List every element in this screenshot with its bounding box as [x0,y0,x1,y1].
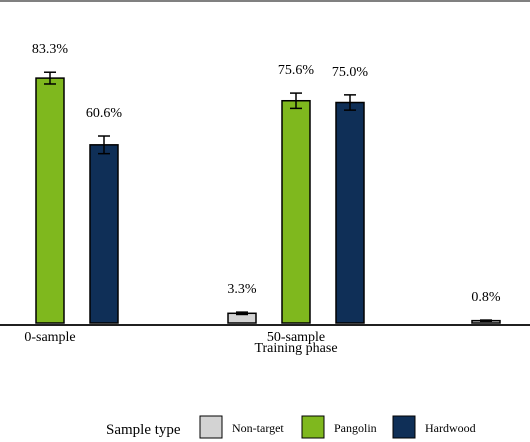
data-label-pangolin-group-2: 75.6% [278,63,315,78]
legend-label-non-target: Non-target [232,421,284,435]
bar-hardwood-group-1 [89,144,119,324]
x-tick-label-1: 0-sample [24,330,75,345]
data-label-hardwood-group-2: 75.0% [332,65,369,80]
data-label-hardwood-group-1: 60.6% [86,106,123,121]
data-label-non-target-group-2: 3.3% [227,282,257,297]
error-bar-non-target-group-3 [480,319,492,322]
x-tick-label-2: 50-sample [267,330,325,345]
legend-title: Sample type [106,422,181,438]
error-bar-pangolin-group-1 [44,71,56,85]
bar-pangolin-group-1 [35,77,65,324]
legend-swatch-non-target [199,415,223,439]
data-label-non-target-group-3: 0.8% [471,290,501,305]
bar-hardwood-group-2 [335,101,365,324]
x-tick-labels: 0-sample 50-sample [24,330,325,345]
x-axis-title: Training phase [254,341,337,356]
bar-pangolin-group-2 [281,99,311,324]
data-label-pangolin-group-1: 83.3% [32,42,69,57]
error-bar-hardwood-group-2 [344,94,356,111]
error-bar-pangolin-group-2 [290,92,302,110]
error-bar-hardwood-group-1 [98,135,110,155]
legend: Sample type Non-target Pangolin Hardwood [106,415,476,439]
legend-swatch-hardwood [392,415,416,439]
legend-swatch-pangolin [301,415,325,439]
legend-label-hardwood: Hardwood [425,421,476,435]
error-bar-non-target-group-2 [236,311,248,316]
plot-area: 3.3% 0.8% 83.3% 75.6% 60.6% 75.0% [32,42,501,324]
legend-label-pangolin: Pangolin [334,421,377,435]
